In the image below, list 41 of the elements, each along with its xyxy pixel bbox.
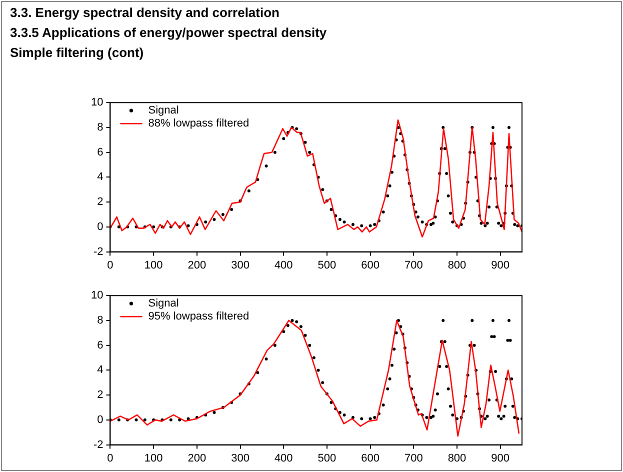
chart-subtitle: 3.3.5 Applications of energy/power spectral density bbox=[10, 25, 327, 40]
x-tick-label: 800 bbox=[448, 259, 466, 272]
x-tick-label: 100 bbox=[144, 452, 163, 464]
y-tick-label: 2 bbox=[97, 389, 104, 402]
x-tick-label: 500 bbox=[318, 259, 336, 272]
y-tick-label: -2 bbox=[93, 438, 104, 451]
y-tick-label: 6 bbox=[97, 146, 104, 158]
x-tick-label: 700 bbox=[404, 452, 423, 464]
x-tick-label: 100 bbox=[144, 259, 163, 272]
x-tick-label: 300 bbox=[231, 259, 250, 272]
x-tick-label: 200 bbox=[188, 259, 206, 272]
legend-label: Signal bbox=[148, 104, 179, 117]
legend-label: 88% lowpass filtered bbox=[148, 118, 250, 130]
legend-label: 95% lowpass filtered bbox=[148, 310, 250, 323]
y-tick-label: 10 bbox=[90, 96, 104, 109]
text: Simple filtering (cont) bbox=[10, 45, 144, 60]
y-tick-label: 0 bbox=[97, 220, 104, 233]
legend-label: Signal bbox=[148, 298, 179, 310]
y-tick-label: 2 bbox=[97, 196, 104, 208]
x-tick-label: 700 bbox=[404, 259, 423, 272]
x-tick-label: 800 bbox=[448, 452, 466, 464]
y-tick-label: 4 bbox=[97, 364, 104, 376]
y-tick-label: 6 bbox=[97, 339, 104, 352]
x-tick-label: 900 bbox=[491, 452, 510, 464]
y-tick-label: 8 bbox=[97, 314, 104, 326]
chart-title: 3.3. Energy spectral density and correlation bbox=[10, 5, 280, 20]
x-tick-label: 600 bbox=[361, 452, 380, 464]
x-tick-label: 300 bbox=[231, 452, 250, 464]
x-tick-label: 500 bbox=[318, 452, 336, 464]
y-tick-label: -2 bbox=[93, 246, 104, 258]
y-tick-label: 10 bbox=[90, 290, 104, 302]
y-tick-label: 4 bbox=[97, 171, 104, 184]
x-tick-label: 200 bbox=[188, 452, 206, 464]
x-tick-label: 400 bbox=[274, 452, 293, 464]
x-tick-label: 400 bbox=[274, 259, 293, 272]
x-tick-label: 900 bbox=[491, 259, 510, 272]
y-tick-label: 0 bbox=[97, 414, 104, 426]
x-tick-label: 0 bbox=[107, 452, 114, 464]
x-tick-label: 600 bbox=[361, 259, 380, 272]
x-tick-label: 0 bbox=[107, 259, 114, 272]
y-tick-label: 8 bbox=[97, 122, 104, 134]
